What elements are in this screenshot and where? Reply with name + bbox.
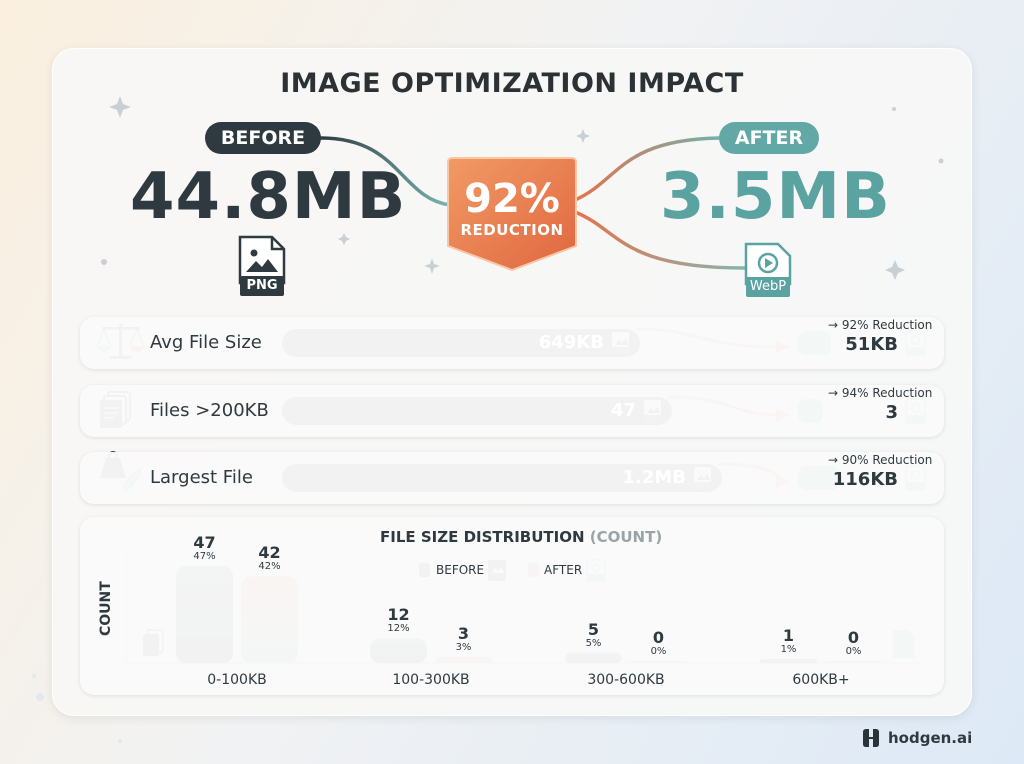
bar-percent-label: 3% <box>455 641 472 653</box>
bar-count-label: 47 <box>193 533 216 552</box>
webp-format-label: WebP <box>749 279 787 294</box>
metric-row-largest-file <box>80 452 944 504</box>
after-pill: AFTER <box>719 122 819 154</box>
after-value: 116KB <box>832 469 898 490</box>
category-label: 100-300KB <box>392 672 470 688</box>
reduction-note: → 94% Reduction <box>828 386 933 400</box>
page-title: IMAGE OPTIMIZATION IMPACT <box>280 68 744 99</box>
before-total-size: 44.8MB <box>130 160 407 234</box>
bar-percent-label: 0% <box>650 646 667 657</box>
y-axis-label: COUNT <box>98 581 114 636</box>
before-pill: BEFORE <box>205 122 321 154</box>
bar-percent-label: 12% <box>387 623 410 635</box>
reduction-label: REDUCTION <box>460 221 564 239</box>
chart-title: FILE SIZE DISTRIBUTION (COUNT) <box>380 528 663 546</box>
legend-after-label: AFTER <box>544 563 583 577</box>
bar-percent-label: 1% <box>780 644 797 655</box>
after-total-size: 3.5MB <box>660 160 891 234</box>
reduction-percent: 92% <box>464 176 560 222</box>
after-value: 51KB <box>845 334 898 355</box>
bar-count-label: 0 <box>652 628 665 647</box>
bar-percent-label: 47% <box>193 551 216 562</box>
distribution-panel <box>80 517 944 695</box>
reduction-badge <box>447 157 577 272</box>
bar-count-label: 42 <box>258 543 281 563</box>
sparkle-icons <box>32 96 944 743</box>
row-label-avg: Avg File Size <box>150 332 262 353</box>
legend-before-label: BEFORE <box>436 563 485 577</box>
bar-percent-label: 42% <box>258 561 281 573</box>
row-label-largest: Largest File <box>150 467 253 488</box>
metric-row-avg-size <box>80 317 944 369</box>
bar-percent-label: 5% <box>585 637 602 649</box>
category-label: 0-100KB <box>207 672 267 688</box>
brand-logo-icon <box>863 729 879 747</box>
before-value: 649KB <box>538 332 604 353</box>
category-label: 600KB+ <box>792 672 850 688</box>
bar-count-label: 0 <box>847 628 860 647</box>
brand-name: hodgen.ai <box>888 729 973 747</box>
before-value: 47 <box>610 400 636 421</box>
bar-count-label: 5 <box>587 619 600 639</box>
png-file-icon <box>238 235 286 296</box>
bar-count-label: 3 <box>457 623 470 643</box>
reduction-note: → 90% Reduction <box>828 453 933 467</box>
webp-file-icon <box>744 242 792 297</box>
bar-percent-label: 0% <box>845 646 862 657</box>
before-value: 1.2MB <box>622 467 686 488</box>
metric-row-large-files <box>80 385 944 437</box>
bar-count-label: 12 <box>387 605 410 625</box>
row-label-files: Files >200KB <box>150 400 269 421</box>
category-label: 300-600KB <box>587 672 665 688</box>
after-value: 3 <box>885 402 898 423</box>
reduction-note: → 92% Reduction <box>828 318 933 332</box>
png-format-label: PNG <box>246 278 278 293</box>
bar-count-label: 1 <box>782 626 795 645</box>
